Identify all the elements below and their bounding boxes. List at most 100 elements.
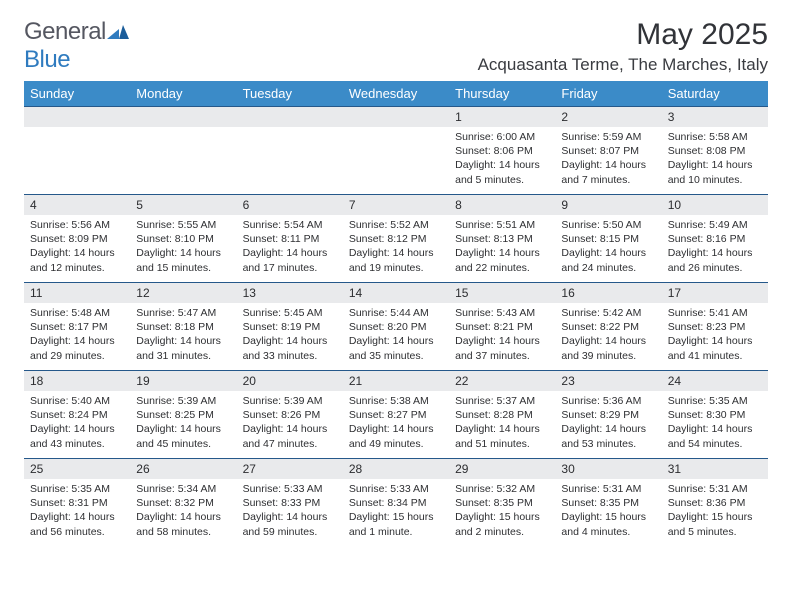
day-number-cell: 29 (449, 459, 555, 480)
daylight-text: Daylight: 14 hours and 37 minutes. (455, 334, 549, 362)
day-detail-cell: Sunrise: 5:58 AMSunset: 8:08 PMDaylight:… (662, 127, 768, 195)
day-number-cell: 8 (449, 195, 555, 216)
day-detail-row: Sunrise: 5:48 AMSunset: 8:17 PMDaylight:… (24, 303, 768, 371)
day-number-cell: 10 (662, 195, 768, 216)
sunrise-text: Sunrise: 5:59 AM (561, 130, 655, 144)
day-detail-cell (237, 127, 343, 195)
day-detail-cell: Sunrise: 5:55 AMSunset: 8:10 PMDaylight:… (130, 215, 236, 283)
daylight-text: Daylight: 14 hours and 31 minutes. (136, 334, 230, 362)
sunrise-text: Sunrise: 5:49 AM (668, 218, 762, 232)
day-number-cell: 15 (449, 283, 555, 304)
day-number-row: 11121314151617 (24, 283, 768, 304)
day-number-cell: 17 (662, 283, 768, 304)
page-title: May 2025 (478, 18, 768, 51)
day-detail-row: Sunrise: 6:00 AMSunset: 8:06 PMDaylight:… (24, 127, 768, 195)
daylight-text: Daylight: 14 hours and 12 minutes. (30, 246, 124, 274)
daylight-text: Daylight: 14 hours and 45 minutes. (136, 422, 230, 450)
day-detail-cell: Sunrise: 5:37 AMSunset: 8:28 PMDaylight:… (449, 391, 555, 459)
sunset-text: Sunset: 8:22 PM (561, 320, 655, 334)
brand-logo: GeneralBlue (24, 18, 129, 74)
sunrise-text: Sunrise: 5:33 AM (349, 482, 443, 496)
day-number-row: 45678910 (24, 195, 768, 216)
sunset-text: Sunset: 8:06 PM (455, 144, 549, 158)
sunset-text: Sunset: 8:29 PM (561, 408, 655, 422)
day-number-cell: 30 (555, 459, 661, 480)
sunrise-text: Sunrise: 5:45 AM (243, 306, 337, 320)
day-number-cell: 9 (555, 195, 661, 216)
day-detail-cell: Sunrise: 5:33 AMSunset: 8:33 PMDaylight:… (237, 479, 343, 546)
day-detail-cell: Sunrise: 5:50 AMSunset: 8:15 PMDaylight:… (555, 215, 661, 283)
daylight-text: Daylight: 14 hours and 17 minutes. (243, 246, 337, 274)
day-detail-cell: Sunrise: 5:47 AMSunset: 8:18 PMDaylight:… (130, 303, 236, 371)
daylight-text: Daylight: 14 hours and 19 minutes. (349, 246, 443, 274)
sunrise-text: Sunrise: 5:47 AM (136, 306, 230, 320)
day-number-cell (24, 107, 130, 128)
weekday-header: Sunday (24, 81, 130, 107)
day-number-cell: 18 (24, 371, 130, 392)
day-detail-cell: Sunrise: 5:31 AMSunset: 8:35 PMDaylight:… (555, 479, 661, 546)
sunrise-text: Sunrise: 5:31 AM (668, 482, 762, 496)
sunrise-text: Sunrise: 5:42 AM (561, 306, 655, 320)
daylight-text: Daylight: 14 hours and 59 minutes. (243, 510, 337, 538)
sunset-text: Sunset: 8:17 PM (30, 320, 124, 334)
day-detail-cell: Sunrise: 5:41 AMSunset: 8:23 PMDaylight:… (662, 303, 768, 371)
daylight-text: Daylight: 14 hours and 26 minutes. (668, 246, 762, 274)
day-number-cell: 16 (555, 283, 661, 304)
sunset-text: Sunset: 8:26 PM (243, 408, 337, 422)
sunrise-text: Sunrise: 5:38 AM (349, 394, 443, 408)
day-detail-cell: Sunrise: 5:38 AMSunset: 8:27 PMDaylight:… (343, 391, 449, 459)
weekday-header-row: Sunday Monday Tuesday Wednesday Thursday… (24, 81, 768, 107)
sunset-text: Sunset: 8:11 PM (243, 232, 337, 246)
sunrise-text: Sunrise: 5:37 AM (455, 394, 549, 408)
weekday-header: Wednesday (343, 81, 449, 107)
sunset-text: Sunset: 8:31 PM (30, 496, 124, 510)
daylight-text: Daylight: 15 hours and 5 minutes. (668, 510, 762, 538)
sunset-text: Sunset: 8:23 PM (668, 320, 762, 334)
day-detail-cell (130, 127, 236, 195)
sunset-text: Sunset: 8:27 PM (349, 408, 443, 422)
day-detail-cell: Sunrise: 5:31 AMSunset: 8:36 PMDaylight:… (662, 479, 768, 546)
day-detail-cell (343, 127, 449, 195)
daylight-text: Daylight: 14 hours and 29 minutes. (30, 334, 124, 362)
weekday-header: Monday (130, 81, 236, 107)
sunrise-text: Sunrise: 5:52 AM (349, 218, 443, 232)
weekday-header: Saturday (662, 81, 768, 107)
day-number-cell: 25 (24, 459, 130, 480)
day-number-cell: 4 (24, 195, 130, 216)
day-number-cell (130, 107, 236, 128)
daylight-text: Daylight: 14 hours and 33 minutes. (243, 334, 337, 362)
sunset-text: Sunset: 8:15 PM (561, 232, 655, 246)
sunset-text: Sunset: 8:35 PM (561, 496, 655, 510)
sunrise-text: Sunrise: 5:41 AM (668, 306, 762, 320)
day-detail-cell: Sunrise: 5:49 AMSunset: 8:16 PMDaylight:… (662, 215, 768, 283)
location-subtitle: Acquasanta Terme, The Marches, Italy (478, 55, 768, 75)
day-detail-cell: Sunrise: 5:34 AMSunset: 8:32 PMDaylight:… (130, 479, 236, 546)
sunset-text: Sunset: 8:13 PM (455, 232, 549, 246)
daylight-text: Daylight: 14 hours and 47 minutes. (243, 422, 337, 450)
daylight-text: Daylight: 14 hours and 39 minutes. (561, 334, 655, 362)
brand-mark-icon (107, 18, 129, 46)
day-detail-cell: Sunrise: 5:54 AMSunset: 8:11 PMDaylight:… (237, 215, 343, 283)
daylight-text: Daylight: 14 hours and 10 minutes. (668, 158, 762, 186)
day-detail-cell: Sunrise: 5:40 AMSunset: 8:24 PMDaylight:… (24, 391, 130, 459)
sunrise-text: Sunrise: 5:43 AM (455, 306, 549, 320)
day-detail-cell: Sunrise: 5:35 AMSunset: 8:31 PMDaylight:… (24, 479, 130, 546)
daylight-text: Daylight: 15 hours and 2 minutes. (455, 510, 549, 538)
day-number-cell: 21 (343, 371, 449, 392)
daylight-text: Daylight: 14 hours and 51 minutes. (455, 422, 549, 450)
sunset-text: Sunset: 8:19 PM (243, 320, 337, 334)
day-detail-cell: Sunrise: 5:39 AMSunset: 8:26 PMDaylight:… (237, 391, 343, 459)
day-number-cell: 1 (449, 107, 555, 128)
day-detail-cell: Sunrise: 5:45 AMSunset: 8:19 PMDaylight:… (237, 303, 343, 371)
day-number-cell: 12 (130, 283, 236, 304)
daylight-text: Daylight: 14 hours and 54 minutes. (668, 422, 762, 450)
day-detail-cell: Sunrise: 5:33 AMSunset: 8:34 PMDaylight:… (343, 479, 449, 546)
daylight-text: Daylight: 15 hours and 1 minute. (349, 510, 443, 538)
daylight-text: Daylight: 14 hours and 58 minutes. (136, 510, 230, 538)
day-number-cell: 3 (662, 107, 768, 128)
daylight-text: Daylight: 14 hours and 43 minutes. (30, 422, 124, 450)
sunset-text: Sunset: 8:08 PM (668, 144, 762, 158)
day-number-cell (343, 107, 449, 128)
day-number-cell: 13 (237, 283, 343, 304)
title-block: May 2025 Acquasanta Terme, The Marches, … (478, 18, 768, 75)
